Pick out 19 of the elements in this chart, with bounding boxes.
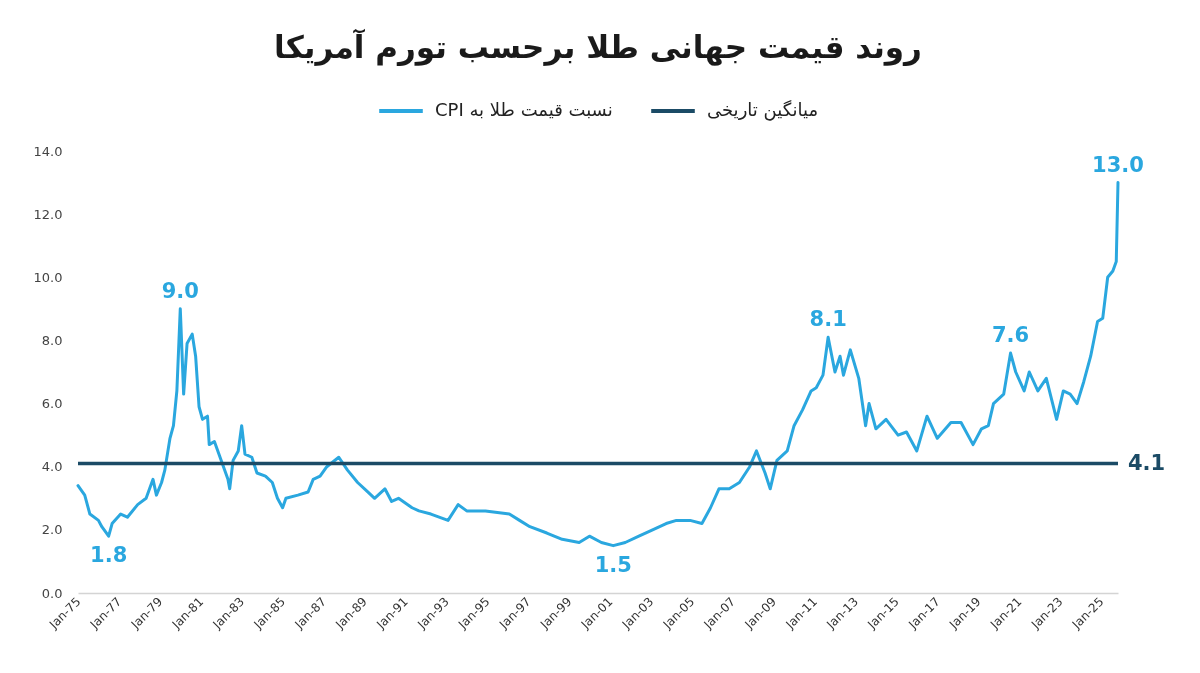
y-tick-label: 14.0	[33, 143, 63, 159]
data-label: 9.0	[161, 278, 199, 303]
y-tick-label: 8.0	[41, 332, 63, 348]
y-tick-label: 12.0	[33, 206, 63, 222]
y-tick-label: 0.0	[41, 585, 63, 601]
line-series	[76, 181, 1120, 548]
data-label: 1.5	[594, 552, 632, 577]
y-tick-label: 2.0	[41, 522, 63, 538]
y-tick-label: 10.0	[33, 269, 63, 285]
data-label: 13.0	[1092, 152, 1144, 177]
data-label: 7.6	[991, 323, 1030, 348]
data-label: 8.1	[809, 307, 847, 332]
data-label: 1.8	[90, 543, 128, 568]
y-tick-label: 4.0	[41, 459, 63, 475]
annotation: 4.1	[1128, 450, 1166, 475]
legend-label: نسبت قیمت طلا به CPI	[435, 99, 613, 120]
legend-label: میانگین تاریخی	[707, 99, 819, 121]
y-tick-label: 6.0	[41, 396, 63, 412]
chart-title: روند قیمت جهانی طلا برحسب تورم آمریکا	[274, 28, 922, 66]
